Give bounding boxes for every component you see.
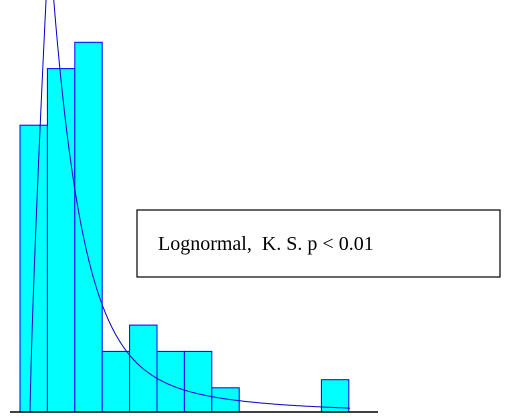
legend-box xyxy=(136,209,501,278)
histogram-bar xyxy=(101,350,131,413)
lognormal-fit-curve xyxy=(29,0,350,413)
histogram-bar xyxy=(19,124,48,413)
histogram-bar xyxy=(183,350,213,413)
legend: Lognormal, K. S. p < 0.01 xyxy=(136,209,501,278)
histogram-bar xyxy=(46,68,76,413)
legend-label: Lognormal, K. S. p < 0.01 xyxy=(158,233,374,255)
histogram-bar xyxy=(156,350,185,413)
histogram-bars xyxy=(19,41,350,413)
histogram-bar xyxy=(74,41,103,413)
